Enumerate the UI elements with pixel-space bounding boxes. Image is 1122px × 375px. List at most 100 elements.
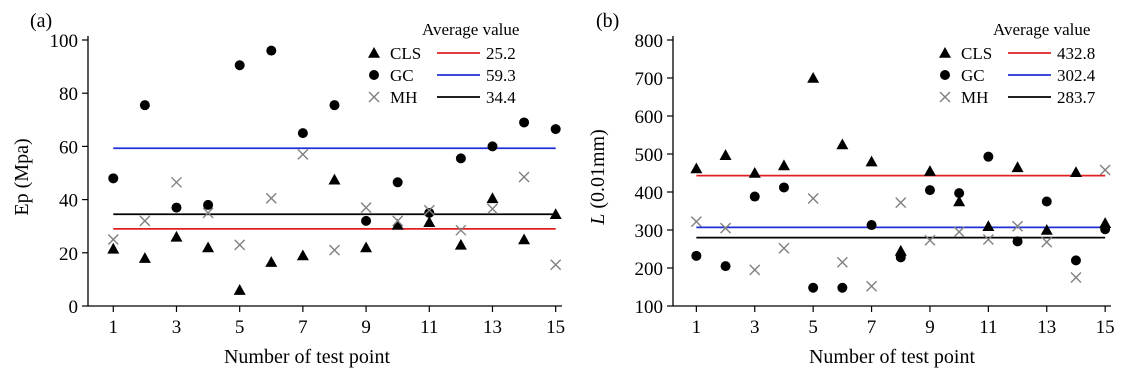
panel-b-legend-name-gc: GC bbox=[961, 66, 985, 85]
panel-a-point-mh-stroke-b bbox=[297, 148, 309, 160]
panel-a-point-cls bbox=[328, 173, 341, 185]
panel-b-point-cls bbox=[748, 167, 761, 178]
panel-b-legend-marker-gc bbox=[940, 70, 950, 80]
panel-a-point-mh-stroke-b bbox=[170, 176, 182, 188]
panel-a-point-mh bbox=[423, 204, 435, 216]
panel-b-point-mh-stroke-b bbox=[895, 197, 907, 209]
panel-a-point-mh bbox=[265, 192, 277, 204]
panel-a-point-mh-stroke-b bbox=[360, 202, 372, 214]
panel-b-y-tick-label: 100 bbox=[635, 297, 664, 318]
panel-a-point-gc bbox=[203, 199, 214, 210]
panel-b-point-gc bbox=[778, 182, 789, 193]
panel-b-point-mh-stroke-b bbox=[1041, 236, 1053, 248]
panel-b-point-cls bbox=[982, 220, 995, 231]
panel-a-point-cls bbox=[233, 284, 246, 295]
panel-b-point-mh bbox=[982, 234, 994, 245]
panel-a-point-cls bbox=[138, 252, 151, 263]
panel-a-point-mh bbox=[550, 259, 562, 271]
panel-a-x-tick-label: 9 bbox=[361, 317, 371, 338]
panel-a-point-mh-stroke-b bbox=[234, 239, 246, 251]
panel-b-point-mh bbox=[953, 226, 965, 238]
panel-b-legend-marker-mh bbox=[939, 91, 951, 103]
panel-b-point-gc bbox=[895, 252, 906, 263]
panel-a-point-mh-stroke-b bbox=[423, 204, 435, 216]
panel-b-point-mh bbox=[690, 216, 702, 228]
panel-a-point-gc bbox=[550, 124, 561, 135]
panel-b-legend-value-mh: 283.7 bbox=[1057, 88, 1096, 107]
panel-b-point-gc bbox=[866, 220, 877, 231]
panel-b-legend-name-mh: MH bbox=[961, 88, 988, 107]
panel-a-point-gc bbox=[171, 202, 182, 213]
panel-a-point-mh bbox=[328, 244, 340, 256]
panel-b-point-cls bbox=[894, 244, 907, 256]
panel-b-point-gc bbox=[837, 282, 848, 293]
panel-b-x-tick-label: 13 bbox=[1037, 317, 1056, 338]
panel-a-x-tick-label: 13 bbox=[483, 317, 502, 338]
panel-b-x-tick-label: 1 bbox=[692, 317, 702, 338]
panel-b-point-mh-stroke-b bbox=[749, 264, 761, 276]
panel-b-point-mh-stroke-b bbox=[1070, 272, 1082, 283]
panel-b-point-mh-stroke-b bbox=[982, 234, 994, 245]
panel-a-point-gc bbox=[361, 215, 372, 226]
panel-b-point-mh-stroke-b bbox=[953, 226, 965, 238]
panel-b-x-tick-label: 9 bbox=[925, 317, 935, 338]
panel-a-point-cls bbox=[454, 238, 467, 250]
panel-a-point-mh-stroke-b bbox=[107, 234, 119, 245]
panel-b-legend-value-cls: 432.8 bbox=[1057, 44, 1095, 63]
panel-a-point-cls bbox=[423, 216, 436, 228]
panel-b-legend-name-cls: CLS bbox=[961, 44, 992, 63]
panel-a-point-mh-stroke-b bbox=[202, 207, 214, 219]
panel-a-legend-name-gc: GC bbox=[390, 66, 414, 85]
panel-b-y-tick-label: 500 bbox=[635, 145, 664, 166]
panel-b-point-mh bbox=[1099, 164, 1111, 176]
panel-b-point-mh bbox=[866, 280, 878, 292]
panel-b-point-mh bbox=[924, 234, 936, 246]
panel-b-point-mh bbox=[1012, 220, 1024, 232]
panel-a-point-mh bbox=[170, 176, 182, 188]
panel-b-point-gc bbox=[1100, 224, 1111, 235]
panel-a-legend-marker-mh-stroke-b bbox=[368, 91, 380, 103]
panel-a-y-tick-label: 100 bbox=[50, 31, 79, 52]
panel-b-x-tick-label: 11 bbox=[979, 317, 997, 338]
panel-b-point-mh bbox=[1070, 272, 1082, 283]
panel-a-point-mh bbox=[392, 215, 404, 227]
panel-b-point-mh bbox=[836, 256, 848, 268]
panel-b-point-cls bbox=[807, 72, 820, 83]
panel-b-y-tick-label: 200 bbox=[635, 259, 664, 280]
panel-b-ylabel: L (0.01mm) bbox=[587, 129, 609, 226]
panel-a-point-gc bbox=[487, 141, 498, 152]
panel-b-point-cls bbox=[777, 159, 790, 171]
panel-b-point-mh bbox=[749, 264, 761, 276]
panel-a-y-tick-label: 20 bbox=[59, 244, 78, 265]
panel-b-point-cls bbox=[1011, 161, 1024, 173]
panel-a-point-cls bbox=[202, 241, 215, 253]
panel-a-point-mh-stroke-b bbox=[550, 259, 562, 271]
panel-a-legend-value-cls: 25.2 bbox=[486, 44, 516, 63]
panel-a-point-cls bbox=[296, 249, 309, 261]
panel-b-point-mh-stroke-b bbox=[1099, 164, 1111, 176]
panel-a-point-mh-stroke-b bbox=[265, 192, 277, 204]
panel-a-point-mh-stroke-b bbox=[486, 203, 498, 215]
panel-b-point-mh-stroke-b bbox=[836, 256, 848, 268]
panel-a-point-mh bbox=[234, 239, 246, 251]
panel-a-point-mh bbox=[455, 224, 467, 236]
panel-a-point-gc bbox=[297, 128, 308, 139]
panel-b-legend-title: Average value bbox=[993, 20, 1090, 39]
panel-a-xlabel: Number of test point bbox=[224, 346, 391, 368]
panel-b-point-cls bbox=[865, 155, 878, 167]
panel-a-x-tick-label: 1 bbox=[109, 317, 119, 338]
panel-b-point-mh bbox=[807, 192, 819, 204]
panel-b-x-tick-label: 7 bbox=[867, 317, 877, 338]
panel-a-x-tick-label: 5 bbox=[235, 317, 245, 338]
panel-a-x-tick-label: 11 bbox=[420, 317, 438, 338]
panel-a-point-gc bbox=[455, 153, 466, 164]
panel-a-legend-value-gc: 59.3 bbox=[486, 66, 516, 85]
panel-a-point-mh bbox=[202, 207, 214, 219]
panel-a-ylabel: Ep (Mpa) bbox=[11, 138, 33, 215]
panel-b-point-cls bbox=[690, 162, 703, 174]
panel-a-point-cls bbox=[391, 218, 404, 230]
panel-b-point-gc bbox=[954, 188, 965, 199]
